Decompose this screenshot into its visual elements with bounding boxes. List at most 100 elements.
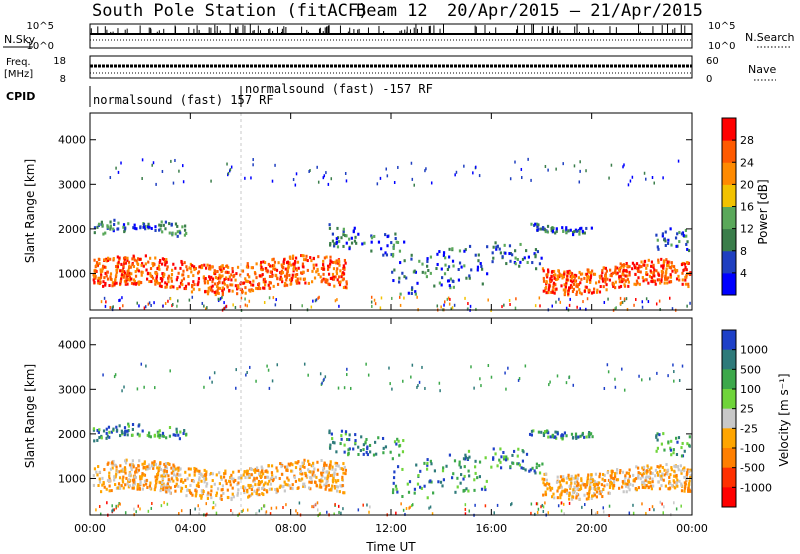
data-pixel	[141, 474, 144, 478]
data-pixel	[495, 245, 498, 249]
data-pixel	[531, 466, 534, 470]
data-pixel	[312, 470, 315, 474]
data-pixel	[115, 506, 117, 510]
data-pixel	[586, 481, 589, 485]
data-pixel	[504, 458, 508, 462]
data-pixel	[574, 435, 578, 439]
data-pixel	[579, 281, 582, 285]
data-pixel	[661, 502, 663, 506]
data-pixel	[379, 306, 382, 310]
data-pixel	[621, 485, 624, 489]
data-pixel	[126, 482, 129, 486]
data-pixel	[581, 505, 583, 509]
data-pixel	[623, 163, 625, 167]
data-pixel	[105, 431, 108, 435]
data-pixel	[653, 181, 655, 185]
data-pixel	[194, 494, 197, 498]
data-pixel	[637, 466, 640, 470]
data-pixel	[213, 482, 216, 486]
data-pixel	[121, 296, 123, 300]
data-pixel	[399, 292, 402, 296]
data-pixel	[344, 468, 348, 472]
data-pixel	[494, 452, 497, 456]
beam-label: Beam 12	[356, 1, 428, 21]
data-pixel	[638, 374, 640, 378]
data-pixel	[141, 472, 144, 476]
data-pixel	[423, 461, 426, 465]
data-pixel	[293, 262, 296, 266]
data-pixel	[282, 260, 285, 264]
data-pixel	[211, 265, 214, 269]
data-pixel	[255, 511, 258, 515]
data-pixel	[164, 227, 167, 231]
data-pixel	[605, 288, 608, 292]
data-pixel	[677, 436, 681, 440]
data-pixel	[580, 479, 583, 483]
data-pixel	[147, 509, 150, 513]
data-pixel	[221, 281, 224, 285]
data-pixel	[561, 489, 564, 493]
data-pixel	[642, 279, 645, 283]
data-pixel	[645, 475, 648, 479]
data-pixel	[281, 271, 285, 275]
data-pixel	[184, 287, 188, 291]
data-pixel	[499, 466, 503, 470]
data-pixel	[409, 505, 411, 509]
data-pixel	[484, 504, 487, 508]
data-pixel	[111, 461, 114, 465]
data-pixel	[663, 505, 665, 509]
data-pixel	[221, 293, 224, 297]
data-pixel	[369, 505, 371, 509]
data-pixel	[136, 387, 139, 391]
data-pixel	[226, 488, 229, 492]
data-pixel	[168, 426, 172, 430]
data-pixel	[319, 275, 322, 279]
data-pixel	[590, 480, 594, 484]
data-pixel	[172, 463, 175, 467]
data-pixel	[134, 469, 137, 473]
data-pixel	[508, 244, 512, 248]
data-pixel	[159, 489, 162, 493]
data-pixel	[670, 243, 673, 247]
data-pixel	[678, 278, 681, 282]
data-pixel	[303, 277, 307, 281]
data-pixel	[342, 233, 345, 237]
data-pixel	[674, 236, 678, 240]
data-pixel	[447, 296, 450, 300]
data-pixel	[342, 286, 346, 290]
data-pixel	[113, 282, 116, 286]
data-pixel	[323, 461, 326, 465]
data-pixel	[464, 455, 468, 459]
data-pixel	[689, 474, 692, 478]
data-pixel	[200, 496, 203, 500]
data-pixel	[559, 475, 563, 479]
data-pixel	[295, 268, 298, 272]
data-pixel	[238, 476, 241, 480]
x-tick-label: 00:00	[74, 522, 106, 535]
data-pixel	[555, 480, 559, 484]
data-pixel	[145, 482, 148, 486]
data-pixel	[178, 473, 181, 477]
data-pixel	[408, 506, 410, 510]
data-pixel	[680, 454, 684, 458]
data-pixel	[307, 459, 310, 463]
data-pixel	[132, 278, 136, 282]
data-pixel	[558, 275, 561, 279]
data-pixel	[159, 467, 163, 471]
data-pixel	[332, 260, 335, 264]
velocity-colorbar-swatch	[722, 467, 736, 488]
data-pixel	[664, 274, 667, 278]
data-pixel	[672, 363, 674, 367]
data-pixel	[606, 363, 609, 367]
data-pixel	[118, 501, 120, 505]
data-pixel	[286, 465, 289, 469]
data-pixel	[308, 170, 310, 174]
data-pixel	[198, 512, 200, 516]
data-pixel	[658, 469, 662, 473]
data-pixel	[108, 430, 111, 434]
data-pixel	[201, 474, 204, 478]
data-pixel	[517, 462, 520, 466]
data-pixel	[689, 301, 691, 305]
data-pixel	[357, 232, 360, 236]
data-pixel	[395, 511, 397, 515]
